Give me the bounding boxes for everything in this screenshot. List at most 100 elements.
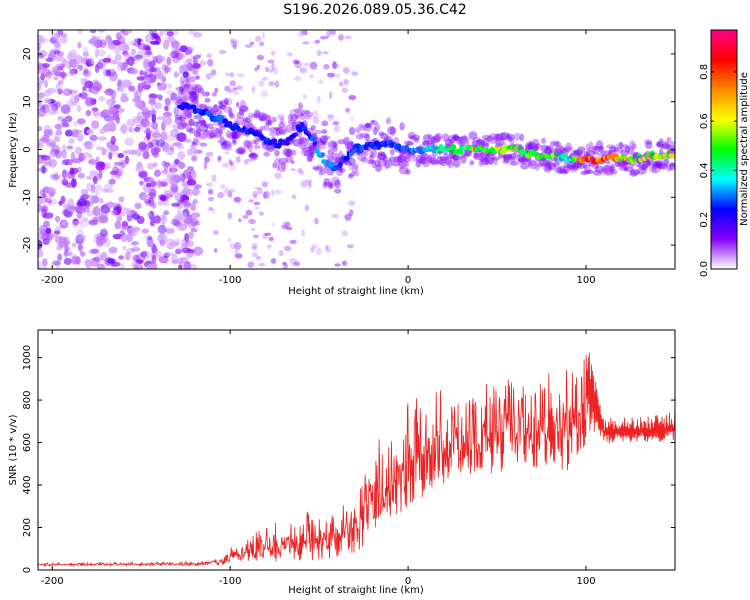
- spectrogram-cell: [71, 167, 79, 174]
- spectrogram-cell: [604, 165, 613, 171]
- spectrogram-cell: [480, 158, 489, 166]
- spectrogram-cell: [147, 162, 155, 170]
- spectrogram-cell: [528, 140, 534, 150]
- spectrogram-cell: [234, 242, 242, 250]
- spectrogram-cell: [61, 117, 68, 127]
- spectrogram-cell: [270, 189, 275, 197]
- spectrogram-cell: [272, 162, 278, 169]
- spectrogram-cell: [97, 136, 108, 142]
- spectrogram-cell: [50, 109, 60, 115]
- spectrogram-cell: [70, 95, 78, 104]
- spectrogram-cell: [142, 150, 150, 160]
- spectrogram-cell: [65, 173, 72, 180]
- spectrogram-cell: [469, 160, 475, 166]
- y-tick-label: 800: [22, 391, 33, 410]
- spectrogram-cell: [598, 145, 604, 153]
- spectrogram-cell: [322, 51, 329, 55]
- spectrogram-cell: [321, 140, 327, 146]
- spectrogram-cell: [224, 85, 231, 92]
- spectrogram-cell: [444, 138, 454, 147]
- spectrogram-cell: [513, 151, 517, 158]
- spectrogram-cell: [38, 249, 44, 258]
- spectrogram-cell: [61, 149, 67, 159]
- spectrogram-cell: [488, 133, 499, 140]
- spectrogram-cell: [265, 120, 271, 126]
- spectrogram-cell: [540, 144, 549, 153]
- spectrogram-cell: [277, 127, 284, 135]
- spectrogram-cell: [251, 154, 258, 161]
- spectrogram-cell: [563, 165, 570, 174]
- spectrogram-cell: [429, 144, 436, 150]
- spectrogram-cell: [289, 239, 297, 244]
- spectrogram-cell: [154, 250, 162, 258]
- spectrogram-cell: [113, 161, 124, 166]
- spectrogram-cell: [192, 137, 199, 146]
- spectrogram-cell: [134, 102, 143, 107]
- spectrogram-cell: [298, 30, 304, 38]
- spectrogram-cell: [554, 167, 563, 174]
- spectrogram-cell: [566, 164, 576, 170]
- spectrogram-cell: [377, 151, 386, 157]
- spectrogram-cell: [76, 104, 82, 113]
- spectrogram-cell: [397, 154, 407, 163]
- y-tick-label: 20: [22, 48, 33, 61]
- spectrogram-cell: [468, 131, 478, 140]
- spectrogram-cell: [211, 92, 217, 97]
- spectrogram-cell: [460, 135, 467, 140]
- spectrogram-cell: [91, 107, 99, 112]
- spectrogram-cell: [451, 144, 457, 151]
- snr-ylabel: SNR (10 * v/v): [8, 414, 19, 485]
- spectrogram-cell: [314, 167, 324, 172]
- spectrogram-cell: [81, 56, 86, 63]
- spectrogram-cell: [547, 162, 557, 171]
- spectrogram-cell: [166, 31, 175, 37]
- spectrogram-cell: [399, 153, 409, 158]
- spectrogram-cell: [573, 150, 579, 156]
- spectrogram-cell: [221, 140, 232, 147]
- spectrogram-cell: [207, 206, 213, 211]
- spectrogram-cell: [258, 116, 264, 121]
- spectrogram-cell: [223, 139, 228, 145]
- spectrogram-cell: [248, 153, 257, 158]
- spectrogram-cell: [291, 194, 297, 199]
- spectrogram-cell: [91, 120, 100, 129]
- spectrogram-cell: [118, 36, 126, 45]
- spectrogram-cell: [45, 227, 52, 234]
- spectrogram-cell: [38, 43, 41, 51]
- spectrogram-cell: [72, 220, 79, 229]
- spectrogram-cell: [61, 220, 68, 227]
- spectrogram-cell: [447, 134, 457, 144]
- spectrogram-cell: [247, 261, 255, 268]
- spectrogram-cell: [217, 155, 222, 160]
- spectrogram-cell: [122, 50, 129, 56]
- spectrogram-cell: [130, 241, 138, 246]
- spectrogram-cell: [344, 35, 352, 40]
- spectrogram-cell: [228, 238, 232, 242]
- spectrogram-cell: [358, 123, 364, 128]
- spectrogram-cell: [120, 225, 128, 230]
- spectrogram-cell: [448, 153, 456, 160]
- spectrogram-cell: [157, 179, 162, 189]
- spectrogram-cell: [618, 161, 627, 167]
- spectrogram-cell: [253, 109, 261, 119]
- spectrogram-cell: [151, 113, 157, 123]
- spectrogram-cell: [219, 183, 226, 190]
- spectrogram-cell: [167, 53, 175, 58]
- spectrogram-cell: [60, 104, 71, 115]
- spectrogram-cell: [88, 248, 98, 255]
- spectrogram-cell: [153, 215, 161, 224]
- spectrogram-cell: [43, 212, 54, 219]
- spectrogram-cell: [283, 245, 292, 252]
- spectrogram-cell: [98, 215, 109, 224]
- spectrogram-cell: [122, 245, 127, 251]
- spectrogram-cell: [653, 161, 658, 166]
- spectrogram-cell: [144, 51, 153, 56]
- spectrogram-cell: [543, 163, 553, 173]
- spectrogram-cell: [41, 165, 46, 175]
- spectrogram-cell: [282, 147, 290, 157]
- spectrogram-cell: [197, 87, 205, 94]
- spectrogram-cell: [44, 80, 49, 88]
- spectrogram-cell: [242, 117, 249, 122]
- spectrogram-cell: [97, 30, 106, 33]
- spectrogram-cell: [291, 262, 295, 267]
